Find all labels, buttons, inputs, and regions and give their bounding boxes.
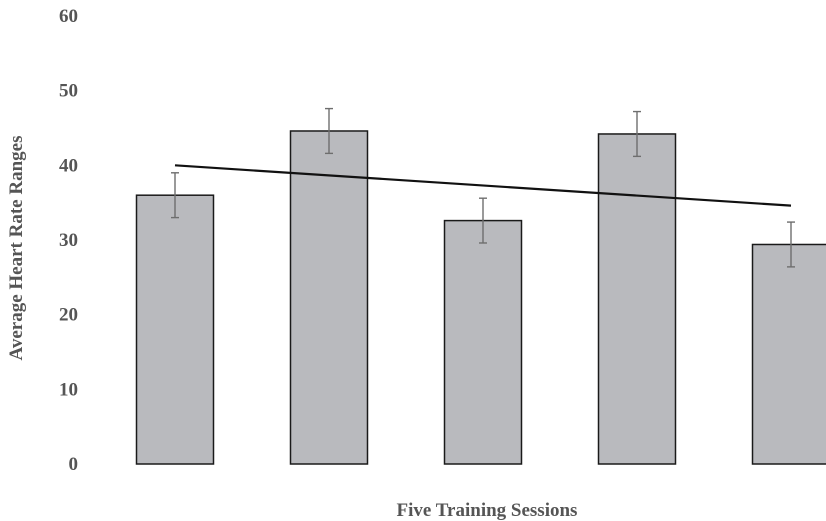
y-tick-label: 50 xyxy=(59,81,78,102)
bar xyxy=(135,194,215,465)
y-tick-label: 30 xyxy=(59,230,78,251)
bar xyxy=(597,133,677,465)
y-tick-label: 10 xyxy=(59,379,78,400)
error-bar xyxy=(479,197,487,244)
trendline xyxy=(174,164,792,207)
y-tick-label: 40 xyxy=(59,155,78,176)
error-bar xyxy=(171,172,179,219)
y-tick-labels: 0 10 20 30 40 50 60 xyxy=(59,6,78,475)
y-tick-label: 20 xyxy=(59,305,78,326)
error-bars xyxy=(171,107,795,268)
error-bar xyxy=(325,107,333,155)
error-bar xyxy=(633,110,641,158)
bar xyxy=(751,243,826,465)
trendline-group xyxy=(174,164,792,207)
y-axis-title: Average Heart Rate Ranges xyxy=(6,136,27,361)
bar xyxy=(289,130,369,465)
y-tick-label: 0 xyxy=(69,454,79,475)
y-tick-label: 60 xyxy=(59,6,78,27)
x-axis-title: Five Training Sessions xyxy=(397,500,578,521)
bars xyxy=(135,130,826,465)
error-bar xyxy=(787,221,795,268)
bar xyxy=(443,219,523,465)
